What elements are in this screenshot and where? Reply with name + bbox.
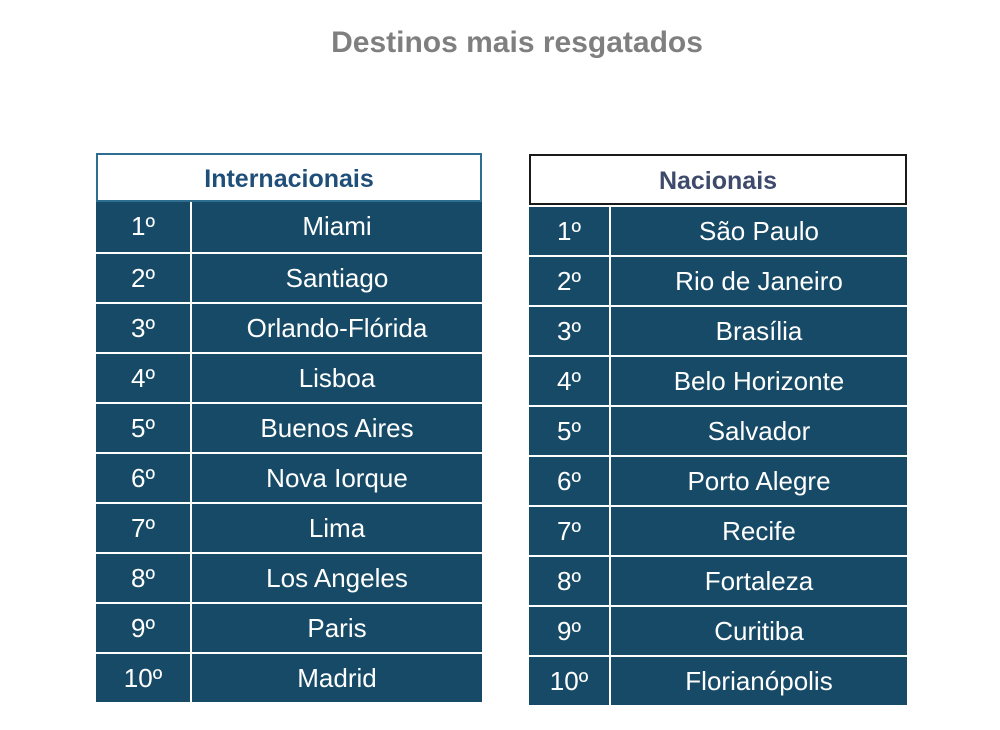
table-row: 4º Lisboa [96, 352, 482, 402]
city-cell: Lima [308, 513, 366, 543]
rank-cell: 9º [96, 604, 192, 652]
rank-cell: 1º [529, 207, 611, 255]
city-cell: São Paulo [699, 216, 819, 246]
table-internacionais: Internacionais 1º Miami 2º Santiago 3º Orland… [96, 153, 482, 702]
rank-cell: 5º [96, 404, 192, 452]
city-cell: Florianópolis [685, 666, 833, 696]
table-row: 6º Porto Alegre [529, 455, 907, 505]
table-header-nacionais: Nacionais [529, 154, 907, 205]
rank-cell: 3º [96, 304, 192, 352]
table-row: 8º Los Angeles [96, 552, 482, 602]
table-row: 4º Belo Horizonte [529, 355, 907, 405]
table-row: 2º Rio de Janeiro [529, 255, 907, 305]
table-row: 5º Buenos Aires [96, 402, 482, 452]
rank-cell: 2º [96, 254, 192, 302]
table-row: 9º Paris [96, 602, 482, 652]
city-cell: Miami [302, 211, 372, 241]
rank-cell: 2º [529, 257, 611, 305]
rank-cell: 3º [529, 307, 611, 355]
rank-cell: 9º [529, 607, 611, 655]
table-row: 3º Orlando-Flórida [96, 302, 482, 352]
city-cell: Curitiba [714, 616, 804, 646]
city-cell: Lisboa [298, 363, 376, 393]
rows-internacionais: 1º Miami 2º Santiago 3º Orlando-Flórida 4º Lisb… [96, 202, 482, 702]
rank-cell: 7º [529, 507, 611, 555]
table-row: 1º São Paulo [529, 205, 907, 255]
rank-cell: 10º [96, 654, 192, 702]
table-row: 5º Salvador [529, 405, 907, 455]
city-cell: Belo Horizonte [673, 366, 845, 396]
table-row: 6º Nova Iorque [96, 452, 482, 502]
city-cell: Brasília [715, 316, 803, 346]
table-row: 1º Miami [96, 202, 482, 252]
rank-cell: 6º [529, 457, 611, 505]
city-cell: Buenos Aires [260, 413, 414, 443]
rank-cell: 5º [529, 407, 611, 455]
table-row: 2º Santiago [96, 252, 482, 302]
city-cell: Rio de Janeiro [675, 266, 843, 296]
city-cell: Recife [722, 516, 796, 546]
table-row: 7º Recife [529, 505, 907, 555]
city-cell: Santiago [285, 263, 389, 293]
city-cell: Porto Alegre [687, 466, 831, 496]
rank-cell: 7º [96, 504, 192, 552]
table-row: 7º Lima [96, 502, 482, 552]
city-cell: Paris [307, 613, 367, 643]
rank-cell: 1º [96, 202, 192, 252]
table-nacionais: Nacionais 1º São Paulo 2º Rio de Janeiro 3º B… [529, 154, 907, 705]
rank-cell: 8º [529, 557, 611, 605]
table-header-internacionais: Internacionais [96, 153, 482, 202]
city-cell: Fortaleza [704, 566, 814, 596]
table-row: 8º Fortaleza [529, 555, 907, 605]
city-cell: Salvador [707, 416, 811, 446]
table-row: 3º Brasília [529, 305, 907, 355]
city-cell: Orlando-Flórida [246, 313, 428, 343]
city-cell: Madrid [297, 663, 377, 693]
rank-cell: 4º [529, 357, 611, 405]
city-cell: Nova Iorque [266, 463, 408, 493]
page-title: Destinos mais resgatados [331, 26, 703, 59]
table-row: 10º Madrid [96, 652, 482, 702]
rows-nacionais: 1º São Paulo 2º Rio de Janeiro 3º Brasília 4º B… [529, 205, 907, 705]
rank-cell: 8º [96, 554, 192, 602]
table-row: 10º Florianópolis [529, 655, 907, 705]
rank-cell: 4º [96, 354, 192, 402]
rank-cell: 10º [529, 657, 611, 705]
city-cell: Los Angeles [266, 563, 408, 593]
rank-cell: 6º [96, 454, 192, 502]
table-row: 9º Curitiba [529, 605, 907, 655]
